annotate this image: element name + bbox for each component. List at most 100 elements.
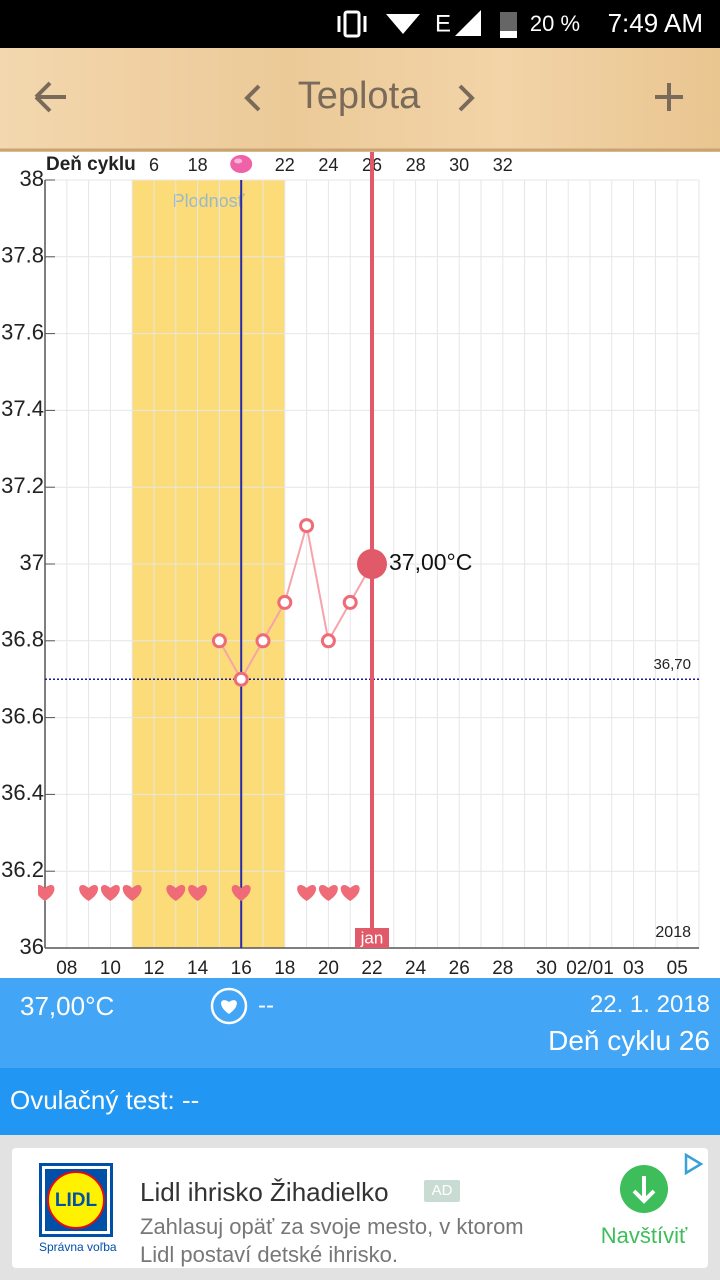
summary-cycle-day: Deň cyklu 26 [548, 1025, 710, 1056]
summary-panel: 37,00°C -- 22. 1. 2018 Deň cyklu 26 [0, 978, 720, 1068]
fertile-label: Plodnosť [173, 191, 245, 211]
x-tick-label: 02/01 [566, 958, 614, 978]
temperature-point [320, 633, 336, 649]
today-month-box [355, 928, 389, 948]
cycle-day-label: 30 [449, 155, 469, 175]
y-tick-label: 37.8 [1, 243, 44, 268]
heart [166, 884, 186, 901]
vibrate-waves [337, 16, 367, 32]
x-tick-label: 05 [667, 958, 688, 978]
y-tick-label: 37.6 [1, 319, 44, 344]
intercourse-icon [210, 987, 248, 1025]
y-tick-label: 36 [20, 934, 44, 959]
x-tick-label: 12 [143, 958, 164, 978]
heart [231, 884, 251, 901]
temperature-point-today [357, 549, 387, 579]
temperature-point [255, 633, 271, 649]
chart: Plodnosť 36 36.2 36.4 36.6 36.8 37 37.2 37.4 37.6… [1, 152, 700, 978]
y-tick-label: 37.2 [1, 473, 44, 498]
summary-intercourse: -- [258, 992, 274, 1019]
cycle-day-label: 32 [493, 155, 513, 175]
temperature-point [211, 633, 227, 649]
intercourse-hearts [38, 884, 360, 901]
cycle-day-label: 18 [188, 155, 208, 175]
ad-text: Zahlasuj opäť za svoje mesto, v ktorom [140, 1214, 524, 1239]
summary-date: 22. 1. 2018 [589, 991, 710, 1018]
ad-text: Lidl postaví detské ihrisko. [140, 1242, 399, 1267]
x-tick-label: 14 [187, 958, 209, 978]
ad-badge: AD [424, 1180, 460, 1202]
ad-action[interactable]: Navštíviť [600, 1223, 688, 1248]
coverline-label: 36,70 [653, 656, 691, 673]
y-tick-label: 38 [20, 166, 44, 191]
app-bar-icons: Teplota [0, 75, 720, 152]
x-tick-label: 18 [274, 958, 295, 978]
cycle-day-label: 6 [149, 155, 159, 175]
y-tick-label: 37.4 [1, 396, 44, 421]
screen-title: Teplota [298, 75, 421, 117]
clock: 7:49 AM [608, 8, 703, 38]
x-tick-label: 30 [536, 958, 557, 978]
temperature-point [299, 518, 315, 534]
wifi-icon [386, 14, 420, 34]
app-bar: Teplota [0, 48, 720, 152]
y-tick-label: 36.8 [1, 627, 44, 652]
ad-logo: LIDL [39, 1163, 113, 1237]
y-tick-label: 36.6 [1, 703, 44, 728]
temperature-point [277, 594, 293, 610]
x-tick-label: 22 [361, 958, 382, 978]
ad-area: LIDL Správna voľba Lidl ihrisko Žihadiel… [0, 1135, 720, 1280]
today-month: jan [360, 928, 384, 947]
y-tick-label: 37 [20, 550, 44, 575]
value-label: 37,00°C [389, 549, 472, 575]
cycle-day-label: 22 [275, 155, 295, 175]
ad-action-icon[interactable] [619, 1164, 669, 1214]
ad-choices[interactable] [681, 1152, 705, 1176]
vibrate-icon [343, 10, 361, 38]
cycle-day-label: 24 [318, 155, 338, 175]
temperature-point [233, 671, 249, 687]
ad-card[interactable]: LIDL Správna voľba Lidl ihrisko Žihadiel… [12, 1148, 708, 1268]
next-button[interactable] [458, 84, 475, 112]
ovulation-test: Ovulačný test: -- [10, 1085, 200, 1115]
x-tick-label: 16 [231, 958, 252, 978]
x-tick-label: 10 [100, 958, 121, 978]
battery-level [500, 31, 517, 38]
x-tick-label: 26 [449, 958, 470, 978]
x-tick-label: 28 [492, 958, 513, 978]
heart [122, 884, 142, 901]
x-tick-label: 20 [318, 958, 339, 978]
ad-logo-text: LIDL [55, 1190, 98, 1211]
y-tick-label: 36.4 [1, 780, 44, 805]
ovulation-marker-shine [234, 158, 243, 164]
prev-button[interactable] [244, 84, 261, 112]
status-icons: E 20 % 7:49 AM [337, 8, 703, 38]
summary-temperature: 37,00°C [20, 991, 115, 1021]
add-button[interactable] [655, 83, 683, 111]
heart [100, 884, 120, 901]
heart [340, 884, 360, 901]
year-label: 2018 [655, 924, 691, 941]
ad-title: Lidl ihrisko Žihadielko [140, 1177, 389, 1207]
heart [318, 884, 338, 901]
heart [79, 884, 99, 901]
back-button[interactable] [34, 81, 66, 113]
heart [38, 884, 55, 901]
network-type: E [435, 10, 451, 37]
ovulation-test-row[interactable]: Ovulačný test: -- [0, 1068, 720, 1135]
status-bar: E 20 % 7:49 AM [0, 0, 720, 48]
ovulation-marker [230, 155, 253, 173]
cycle-axis-label: Deň cyklu [46, 154, 136, 175]
heart [188, 884, 208, 901]
x-tick-label: 24 [405, 958, 427, 978]
signal-icon [455, 10, 481, 36]
heart [297, 884, 317, 901]
x-tick-label: 08 [56, 958, 77, 978]
temperature-point [342, 594, 358, 610]
x-tick-label: 03 [623, 958, 644, 978]
y-tick-label: 36.2 [1, 857, 44, 882]
ad-logo-caption: Správna voľba [39, 1240, 117, 1254]
battery-text: 20 % [530, 11, 580, 36]
cycle-day-label: 28 [406, 155, 426, 175]
